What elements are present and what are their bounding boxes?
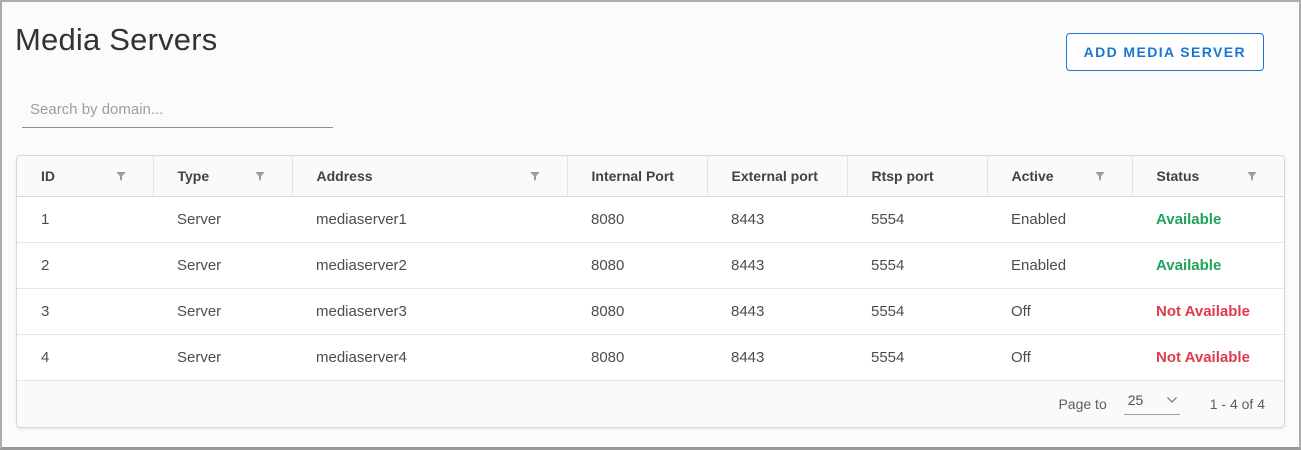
chevron-down-icon [1166, 396, 1178, 404]
cell-type: Server [153, 334, 292, 381]
media-servers-grid-card: ID Type Address Internal Port External p… [16, 155, 1285, 428]
cell-address: mediaserver2 [292, 242, 567, 289]
cell-internal-port: 8080 [567, 196, 707, 243]
table-row[interactable]: 2 Server mediaserver2 8080 8443 5554 Ena… [17, 242, 1284, 289]
add-media-server-button[interactable]: ADD MEDIA SERVER [1065, 33, 1264, 71]
cell-address: mediaserver4 [292, 334, 567, 381]
table-row[interactable]: 3 Server mediaserver3 8080 8443 5554 Off… [17, 288, 1284, 335]
filter-funnel-icon[interactable] [1094, 170, 1106, 182]
column-header-label: Internal Port [591, 167, 674, 184]
cell-status: Not Available [1132, 288, 1284, 335]
cell-id: 4 [17, 334, 153, 381]
column-header-address[interactable]: Address [291, 156, 567, 197]
cell-rtsp-port: 5554 [847, 288, 987, 335]
cell-status: Available [1132, 196, 1284, 243]
filter-funnel-icon[interactable] [115, 170, 127, 182]
cell-active: Off [987, 288, 1132, 335]
page-size-select[interactable]: 25 [1123, 392, 1180, 415]
cell-internal-port: 8080 [567, 288, 707, 335]
cell-rtsp-port: 5554 [847, 196, 987, 243]
cell-external-port: 8443 [707, 242, 847, 289]
cell-address: mediaserver1 [292, 196, 567, 243]
column-header-label: Status [1156, 167, 1200, 184]
cell-external-port: 8443 [707, 196, 847, 243]
cell-active: Off [987, 334, 1132, 381]
search-input[interactable] [22, 97, 333, 128]
column-header-label: Type [177, 167, 210, 184]
column-header-label: Rtsp port [871, 167, 934, 184]
filter-funnel-icon[interactable] [254, 170, 266, 182]
column-header-status[interactable]: Status [1131, 156, 1284, 197]
cell-rtsp-port: 5554 [847, 334, 987, 381]
cell-id: 1 [17, 196, 153, 243]
page-title: Media Servers [15, 22, 218, 57]
cell-status: Available [1132, 242, 1284, 289]
cell-active: Enabled [987, 242, 1132, 289]
cell-internal-port: 8080 [567, 334, 707, 381]
cell-rtsp-port: 5554 [847, 242, 987, 289]
page-header: Media Servers ADD MEDIA SERVER [2, 2, 1299, 71]
filter-funnel-icon[interactable] [1246, 170, 1258, 182]
cell-external-port: 8443 [707, 288, 847, 335]
media-servers-table: ID Type Address Internal Port External p… [17, 156, 1284, 381]
column-header-internal-port[interactable]: Internal Port [566, 156, 707, 197]
table-row[interactable]: 4 Server mediaserver4 8080 8443 5554 Off… [17, 334, 1284, 381]
cell-type: Server [153, 196, 292, 243]
cell-type: Server [153, 288, 292, 335]
table-header-row: ID Type Address Internal Port External p… [17, 156, 1284, 197]
pagination-bar: Page to 25 1 - 4 of 4 [17, 380, 1284, 427]
cell-type: Server [153, 242, 292, 289]
table-row[interactable]: 1 Server mediaserver1 8080 8443 5554 Ena… [17, 196, 1284, 243]
column-header-label: ID [41, 167, 55, 184]
column-header-label: External port [731, 167, 818, 184]
column-header-external-port[interactable]: External port [706, 156, 847, 197]
column-header-id[interactable]: ID [17, 156, 153, 197]
page-size-value: 25 [1127, 392, 1144, 408]
pagination-range-label: 1 - 4 of 4 [1209, 395, 1265, 412]
column-header-type[interactable]: Type [152, 156, 292, 197]
cell-id: 3 [17, 288, 153, 335]
search-row [2, 97, 1299, 128]
column-header-label: Address [316, 167, 373, 184]
table-body: 1 Server mediaserver1 8080 8443 5554 Ena… [17, 196, 1284, 381]
column-header-rtsp-port[interactable]: Rtsp port [846, 156, 987, 197]
cell-id: 2 [17, 242, 153, 289]
filter-funnel-icon[interactable] [529, 170, 541, 182]
cell-internal-port: 8080 [567, 242, 707, 289]
cell-address: mediaserver3 [292, 288, 567, 335]
column-header-active[interactable]: Active [986, 156, 1132, 197]
page-to-label: Page to [1058, 395, 1107, 412]
cell-external-port: 8443 [707, 334, 847, 381]
cell-active: Enabled [987, 196, 1132, 243]
cell-status: Not Available [1132, 334, 1284, 381]
column-header-label: Active [1011, 167, 1054, 184]
